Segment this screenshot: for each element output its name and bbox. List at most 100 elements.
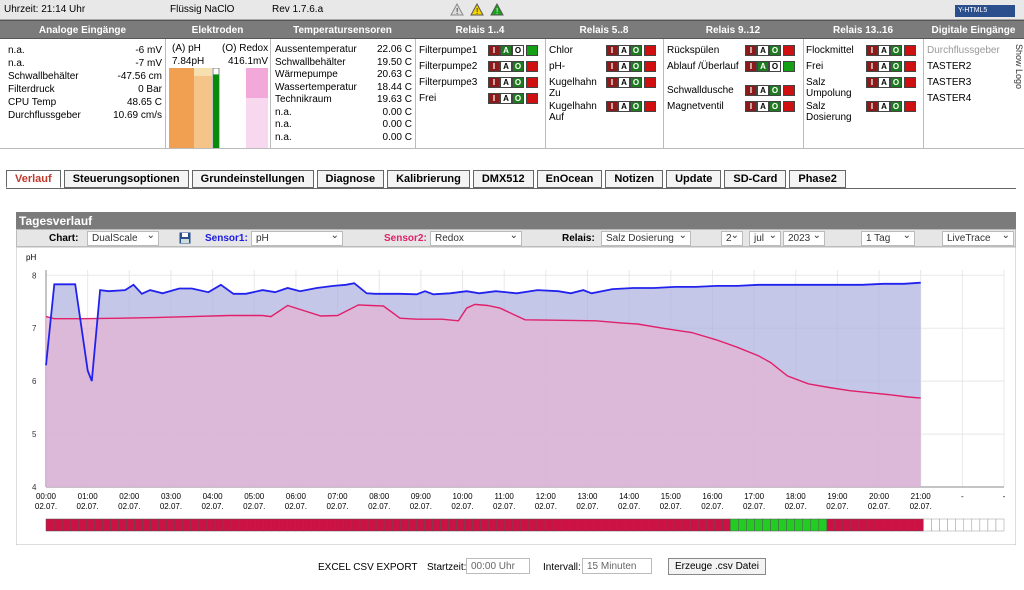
- relay-mode-o[interactable]: O: [769, 61, 781, 72]
- day-select[interactable]: 2: [721, 230, 743, 246]
- csv-start-select[interactable]: 00:00 Uhr: [466, 558, 530, 574]
- relay-mode-a[interactable]: A: [757, 85, 769, 96]
- relay-mode-o[interactable]: O: [630, 77, 642, 88]
- tab-grundeinstellungen[interactable]: Grundeinstellungen: [191, 170, 314, 188]
- relay-mode-i[interactable]: I: [606, 61, 618, 72]
- relay-mode-o[interactable]: O: [512, 61, 524, 72]
- relay-state-indicator: [904, 77, 916, 88]
- relay-mode-i[interactable]: I: [606, 101, 618, 112]
- year-select[interactable]: 2023: [783, 230, 825, 246]
- relay-mode-o[interactable]: O: [769, 85, 781, 96]
- relay-mode-o[interactable]: O: [630, 101, 642, 112]
- tab-sd-card[interactable]: SD-Card: [724, 170, 787, 188]
- relay-mode-o[interactable]: O: [890, 77, 902, 88]
- relay-mode-a[interactable]: A: [500, 45, 512, 56]
- relay-mode-a[interactable]: A: [878, 61, 890, 72]
- relay-mode-a[interactable]: A: [618, 61, 630, 72]
- relay-mode-i[interactable]: I: [488, 77, 500, 88]
- x-date-label: 02.07.: [785, 502, 807, 511]
- relay-mode-i[interactable]: I: [488, 61, 500, 72]
- tab-steuerungsoptionen[interactable]: Steuerungsoptionen: [63, 170, 189, 188]
- relay-mode-o[interactable]: O: [890, 45, 902, 56]
- tab-phase2[interactable]: Phase2: [789, 170, 846, 188]
- tab-diagnose[interactable]: Diagnose: [316, 170, 385, 188]
- relay-mode-i[interactable]: I: [866, 61, 878, 72]
- relay-mode-a[interactable]: A: [878, 101, 890, 112]
- sensor2-select[interactable]: Redox: [430, 230, 522, 246]
- create-csv-button[interactable]: Erzeuge .csv Datei: [668, 558, 766, 575]
- mode-select[interactable]: LiveTrace: [942, 230, 1014, 246]
- tab-update[interactable]: Update: [666, 170, 722, 188]
- relay-mode-a[interactable]: A: [878, 45, 890, 56]
- relay-mode-a[interactable]: A: [500, 93, 512, 104]
- save-icon[interactable]: [179, 232, 191, 244]
- sensor1-select[interactable]: pH: [251, 230, 343, 246]
- relay-mode-i[interactable]: I: [745, 45, 757, 56]
- csv-interval-select[interactable]: 15 Minuten: [582, 558, 652, 574]
- relay-mode-a[interactable]: A: [500, 77, 512, 88]
- x-tick-label: 00:00: [36, 492, 57, 501]
- tab-kalibrierung[interactable]: Kalibrierung: [387, 170, 470, 188]
- relay-mode-i[interactable]: I: [745, 101, 757, 112]
- month-select[interactable]: jul: [749, 230, 781, 246]
- relay-mode-i[interactable]: I: [488, 93, 500, 104]
- relay-mode-o[interactable]: O: [512, 77, 524, 88]
- relay-mode-a[interactable]: A: [500, 61, 512, 72]
- relay-mode-i[interactable]: I: [866, 45, 878, 56]
- relay-mode-o[interactable]: O: [512, 93, 524, 104]
- relay-mode-o[interactable]: O: [630, 61, 642, 72]
- relay-mode-a[interactable]: A: [618, 101, 630, 112]
- warning-grey-icon[interactable]: !: [450, 3, 464, 16]
- relay-timeline-slot: [697, 518, 707, 532]
- show-logo-button[interactable]: Show Logo: [1014, 44, 1024, 90]
- relay-mode-o[interactable]: O: [769, 45, 781, 56]
- relay-mode-i[interactable]: I: [866, 77, 878, 88]
- tab-dmx512[interactable]: DMX512: [472, 170, 534, 188]
- range-select[interactable]: 1 Tag: [861, 230, 915, 246]
- chart-type-select[interactable]: DualScale: [87, 230, 159, 246]
- relay-mode-o[interactable]: O: [630, 45, 642, 56]
- relay-mode-i[interactable]: I: [606, 77, 618, 88]
- relay-mode-i[interactable]: I: [745, 61, 757, 72]
- relay-mode-i[interactable]: I: [488, 45, 500, 56]
- digital-input: Durchflussgeber: [927, 45, 1000, 56]
- warning-green-icon[interactable]: !: [490, 3, 504, 16]
- relay-mode-i[interactable]: I: [866, 101, 878, 112]
- y-tick-label: 6: [32, 377, 37, 386]
- tab-notizen[interactable]: Notizen: [605, 170, 664, 188]
- relay-mode-a[interactable]: A: [878, 77, 890, 88]
- relay-mode-a[interactable]: A: [757, 61, 769, 72]
- relay-mode-o[interactable]: O: [769, 101, 781, 112]
- relay-mode-o[interactable]: O: [890, 61, 902, 72]
- relay-mode-i[interactable]: I: [606, 45, 618, 56]
- warning-yellow-icon[interactable]: !: [470, 3, 484, 16]
- relay-mode-o[interactable]: O: [512, 45, 524, 56]
- tab-enocean[interactable]: EnOcean: [536, 170, 603, 188]
- x-date-label: 02.07.: [118, 502, 140, 511]
- relais-select[interactable]: Salz Dosierung: [601, 230, 691, 246]
- csv-title: EXCEL CSV EXPORT: [318, 562, 418, 573]
- relay-mode-a[interactable]: A: [757, 45, 769, 56]
- relay-mode-a[interactable]: A: [757, 101, 769, 112]
- tab-verlauf[interactable]: Verlauf: [6, 170, 61, 188]
- relay-mode-i[interactable]: I: [745, 85, 757, 96]
- relay-mode-a[interactable]: A: [618, 45, 630, 56]
- relay-mode-a[interactable]: A: [618, 77, 630, 88]
- relay-mode-o[interactable]: O: [890, 101, 902, 112]
